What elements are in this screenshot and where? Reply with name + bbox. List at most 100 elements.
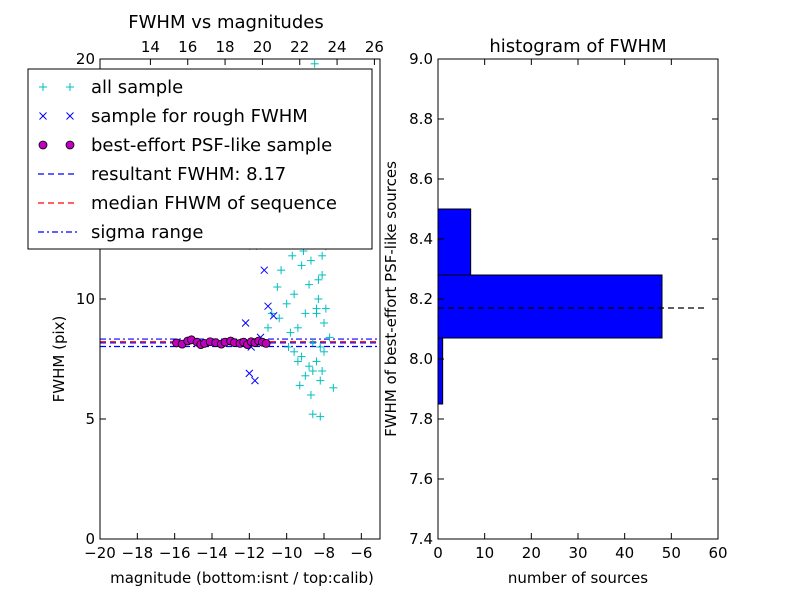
top-tick-label-2: 18: [216, 38, 235, 56]
legend-label-0: all sample: [91, 77, 183, 98]
point-0-38: [290, 347, 299, 356]
point-0-44: [316, 376, 325, 385]
point-0-64: [318, 367, 327, 375]
x-tick-label-7: −6: [350, 544, 372, 562]
point-1-7-b: [251, 376, 259, 385]
top-tick-label-1: 16: [178, 38, 197, 56]
point-0-39: [297, 352, 306, 361]
top-tick-label-6: 26: [365, 38, 384, 56]
left-chart-title: FWHM vs magnitudes: [128, 12, 323, 33]
right-x-axis-label: number of sources: [508, 569, 648, 587]
r-x-tick-label-6: 60: [708, 544, 727, 562]
histogram-bar-1: [437, 274, 663, 339]
point-1-0: [241, 319, 250, 327]
point-0-61: [284, 343, 293, 351]
point-0-12: [318, 271, 327, 279]
legend-item-1: sample for rough FWHM: [39, 106, 308, 127]
point-0-63: [312, 304, 321, 313]
point-0-17: [290, 290, 299, 299]
point-0-51: [314, 295, 323, 303]
point-0-23: [293, 323, 302, 332]
point-1-0-b: [241, 319, 250, 327]
histogram-bar-2: [437, 208, 472, 276]
point-1-5: [269, 311, 278, 320]
point-0-21: [320, 319, 328, 327]
series-1: [241, 225, 278, 385]
point-0-41: [312, 357, 321, 366]
legend-item-5: sigma range: [38, 222, 203, 243]
legend-item-0: all sample: [39, 77, 183, 98]
legend-box: [27, 68, 373, 250]
legend-label-3: resultant FWHM: 8.17: [91, 164, 286, 185]
point-0-65: [308, 410, 317, 419]
right-panel: 0 10 20 30 40 50 60 7.4 7.6 7.8 8.0 8.2 8.4 8.6 8.8 9.0…: [382, 36, 728, 587]
y-tick-label-4: 20: [76, 50, 95, 68]
point-0-58: [264, 323, 272, 332]
histogram-marks: [437, 208, 704, 405]
r-x-tick-label-0: 0: [433, 544, 443, 562]
point-0-52: [320, 347, 328, 356]
y-tick-label-0: 0: [85, 530, 95, 548]
r-y-tick-label-7: 8.8: [409, 110, 433, 128]
left-x-axis-label: magnitude (bottom:isnt / top:calib): [110, 569, 374, 587]
x-tick-label-3: −14: [196, 544, 228, 562]
point-0-9: [306, 256, 315, 265]
point-1-3: [260, 266, 269, 275]
x-tick-label-1: −18: [122, 544, 154, 562]
r-x-tick-label-1: 10: [475, 544, 494, 562]
series-2: [172, 335, 271, 350]
point-0-26: [316, 343, 325, 351]
legend-item-4: median FHWM of sequence: [38, 193, 337, 214]
point-0-54: [306, 391, 315, 399]
legend-marker-1-0b: [39, 112, 47, 120]
y-tick-label-2: 10: [76, 290, 95, 308]
point-0-22: [286, 328, 295, 337]
r-y-tick-label-5: 8.4: [409, 230, 433, 248]
legend: all sample sample for rough FWHM best-effo…: [27, 68, 373, 250]
y-tick-label-1: 5: [85, 410, 95, 428]
point-1-3-b: [260, 266, 269, 275]
top-tick-label-4: 22: [290, 38, 309, 56]
point-0-66: [316, 412, 325, 421]
legend-marker-1-1b: [66, 112, 74, 120]
r-y-tick-label-6: 8.6: [409, 170, 433, 188]
point-0-1: [277, 266, 286, 275]
point-1-6: [245, 369, 254, 378]
r-y-tick-label-0: 7.4: [409, 530, 433, 548]
point-0-4: [288, 251, 297, 260]
point-0-43: [308, 367, 317, 375]
point-0-0: [273, 283, 282, 291]
point-1-6-b: [245, 369, 254, 378]
r-y-tick-label-8: 9.0: [409, 50, 433, 68]
histogram-bar-0: [437, 337, 444, 405]
legend-marker-2-0: [38, 140, 48, 150]
legend-item-3: resultant FWHM: 8.17: [38, 164, 286, 185]
point-0-18: [297, 261, 306, 270]
top-tick-label-0: 14: [141, 38, 160, 56]
point-0-16: [282, 299, 291, 308]
x-tick-label-2: −16: [159, 544, 191, 562]
point-0-19: [305, 280, 314, 289]
point-0-14: [325, 333, 334, 342]
point-0-13: [321, 304, 330, 313]
legend-label-4: median FHWM of sequence: [91, 193, 337, 214]
right-y-axis-label: FWHM of best-effort PSF-like sources: [382, 161, 400, 437]
point-1-5-b: [269, 311, 278, 320]
left-y-axis-label: FWHM (pix): [50, 316, 68, 403]
top-tick-label-3: 20: [253, 38, 272, 56]
r-y-tick-label-4: 8.2: [409, 290, 433, 308]
point-0-37: [318, 251, 327, 260]
x-tick-label-5: −10: [271, 544, 303, 562]
x-tick-label-4: −12: [234, 544, 266, 562]
r-x-tick-label-2: 20: [522, 544, 541, 562]
point-0-11: [314, 275, 323, 284]
point-1-7: [251, 376, 259, 385]
point-1-4-b: [264, 302, 272, 311]
point-0-42: [301, 371, 310, 380]
legend-item-2: best-effort PSF-like sample: [38, 135, 332, 156]
legend-label-1: sample for rough FWHM: [91, 106, 308, 127]
legend-label-2: best-effort PSF-like sample: [91, 135, 332, 156]
r-x-tick-label-4: 40: [615, 544, 634, 562]
point-0-24: [301, 309, 310, 318]
